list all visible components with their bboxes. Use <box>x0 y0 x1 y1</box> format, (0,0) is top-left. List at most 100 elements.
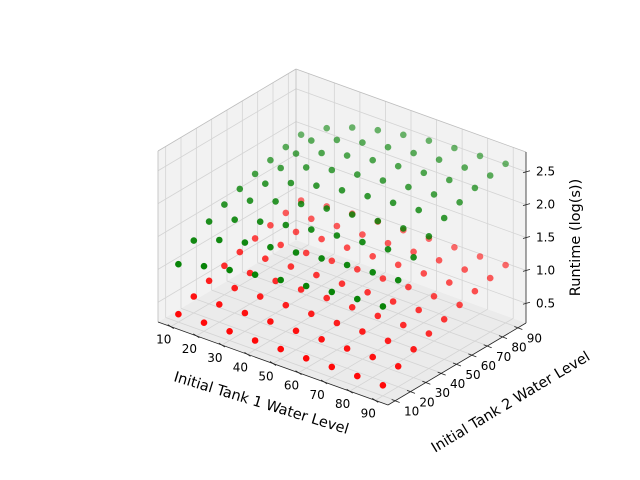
data-point <box>348 304 356 311</box>
data-point <box>451 244 458 251</box>
data-point <box>379 275 387 282</box>
x-tick-label: 40 <box>233 360 248 374</box>
data-point <box>313 271 320 279</box>
data-point <box>292 327 300 335</box>
data-point <box>435 156 443 163</box>
data-point <box>369 353 377 361</box>
data-point <box>338 280 346 288</box>
data-point <box>297 200 305 208</box>
data-point <box>435 257 443 264</box>
data-point <box>302 164 310 171</box>
data-point <box>354 171 361 178</box>
grid-line-z <box>295 187 527 271</box>
data-point <box>425 137 433 144</box>
y-tick <box>437 371 446 376</box>
data-point <box>476 253 484 260</box>
x-tick <box>193 333 200 339</box>
data-point <box>282 301 290 309</box>
data-point <box>231 284 238 292</box>
data-point <box>308 215 315 223</box>
data-point <box>277 345 285 353</box>
data-point <box>374 312 382 320</box>
data-point <box>205 277 213 285</box>
x-tick-label: 50 <box>258 370 273 384</box>
data-point <box>461 266 469 273</box>
data-point <box>451 144 458 152</box>
data-point <box>205 218 213 225</box>
grid-line-y <box>288 244 519 328</box>
z-tick-label: 1.0 <box>536 263 555 277</box>
data-point <box>272 198 279 205</box>
data-point <box>308 310 315 318</box>
data-point <box>318 336 325 343</box>
y-tick <box>391 399 400 403</box>
z-tick-label: 2.5 <box>536 165 555 179</box>
data-point <box>425 233 433 240</box>
x-tick <box>295 370 302 376</box>
data-point <box>241 309 249 317</box>
data-point <box>292 249 300 256</box>
data-points <box>175 124 509 389</box>
data-point <box>369 156 377 164</box>
data-point <box>364 289 371 296</box>
data-point <box>262 255 269 262</box>
data-point <box>338 187 346 194</box>
data-point <box>267 318 274 325</box>
data-point <box>313 182 320 189</box>
data-point <box>251 170 259 178</box>
grid-line-y <box>211 289 442 374</box>
data-point <box>502 261 509 269</box>
data-point <box>277 164 285 172</box>
tick-marks <box>167 170 531 403</box>
data-point <box>430 191 438 198</box>
x-tick-label: 30 <box>207 351 222 365</box>
data-point <box>420 270 428 277</box>
data-point <box>216 236 223 244</box>
y-tick-label: 70 <box>496 350 511 364</box>
y-tick-label: 40 <box>450 377 465 391</box>
z-axis-title: Runtime (log(s)) <box>568 179 584 296</box>
grid-line-y <box>165 317 396 401</box>
data-point <box>446 176 453 184</box>
data-point <box>302 355 310 362</box>
grid-line-z <box>157 219 297 303</box>
data-point <box>175 310 182 318</box>
data-point <box>348 124 356 131</box>
z-tick <box>522 236 531 239</box>
x-tick-label: 20 <box>182 342 197 356</box>
data-point <box>425 330 433 337</box>
y-axis-line <box>387 322 527 406</box>
y-tick <box>468 353 477 358</box>
data-point <box>190 293 198 300</box>
x-tick-label: 70 <box>309 388 324 402</box>
data-point <box>333 319 341 327</box>
y-tick-label: 20 <box>419 395 434 409</box>
data-point <box>400 321 407 329</box>
grid-line-y <box>272 253 504 338</box>
z-tick-label: 1.5 <box>536 231 555 245</box>
z-tick <box>522 301 531 305</box>
data-point <box>502 160 509 168</box>
data-point <box>282 221 290 229</box>
data-point <box>241 239 249 246</box>
data-point <box>410 149 417 157</box>
data-point <box>272 277 279 285</box>
data-point <box>440 316 448 323</box>
data-point <box>328 257 336 265</box>
data-point <box>461 164 469 171</box>
x-tick-label: 10 <box>156 333 171 347</box>
data-point <box>221 262 228 270</box>
grid-line-y <box>242 271 473 356</box>
x-tick <box>372 398 379 403</box>
z-tick <box>522 269 531 272</box>
data-point <box>456 199 463 206</box>
data-point <box>379 177 387 184</box>
data-point <box>415 306 423 314</box>
data-point <box>400 225 407 232</box>
data-point <box>384 239 392 247</box>
data-point <box>308 226 315 233</box>
y-tick <box>498 335 508 340</box>
x-tick-label: 90 <box>361 406 376 420</box>
data-point <box>410 346 417 353</box>
